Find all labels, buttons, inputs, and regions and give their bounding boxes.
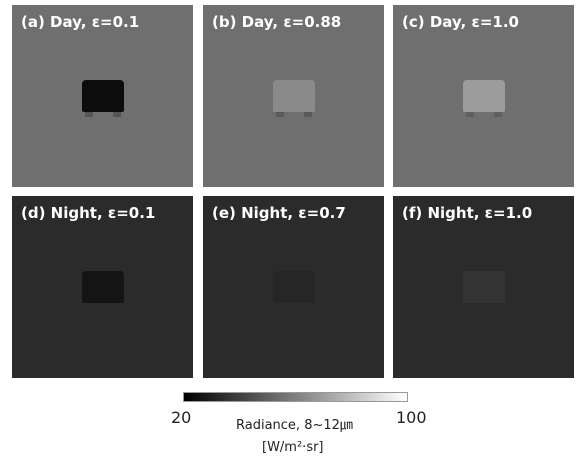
vehicle bbox=[82, 271, 124, 303]
panel-label: (a) Day, ε=0.1 bbox=[21, 13, 139, 31]
colorbar bbox=[183, 392, 408, 402]
vehicle bbox=[463, 271, 505, 303]
panel: (f) Night, ε=1.0 bbox=[393, 196, 574, 378]
panel-label: (d) Night, ε=0.1 bbox=[21, 204, 155, 222]
panel: (a) Day, ε=0.1 bbox=[12, 5, 193, 187]
panel-label: (c) Day, ε=1.0 bbox=[402, 13, 519, 31]
vehicle bbox=[463, 80, 505, 112]
vehicle bbox=[273, 271, 315, 303]
colorbar-max: 100 bbox=[396, 408, 427, 427]
panel: (d) Night, ε=0.1 bbox=[12, 196, 193, 378]
panel-label: (f) Night, ε=1.0 bbox=[402, 204, 532, 222]
panel: (e) Night, ε=0.7 bbox=[203, 196, 384, 378]
panel: (b) Day, ε=0.88 bbox=[203, 5, 384, 187]
vehicle bbox=[273, 80, 315, 112]
figure: (a) Day, ε=0.1 (b) Day, ε=0.88 (c) Day, … bbox=[0, 0, 576, 459]
colorbar-min: 20 bbox=[171, 408, 191, 427]
vehicle bbox=[82, 80, 124, 112]
panel-label: (b) Day, ε=0.88 bbox=[212, 13, 341, 31]
panel-label: (e) Night, ε=0.7 bbox=[212, 204, 346, 222]
colorbar-unit: [W/m²·sr] bbox=[262, 440, 324, 455]
panel: (c) Day, ε=1.0 bbox=[393, 5, 574, 187]
colorbar-title: Radiance, 8~12㎛ bbox=[236, 414, 353, 433]
